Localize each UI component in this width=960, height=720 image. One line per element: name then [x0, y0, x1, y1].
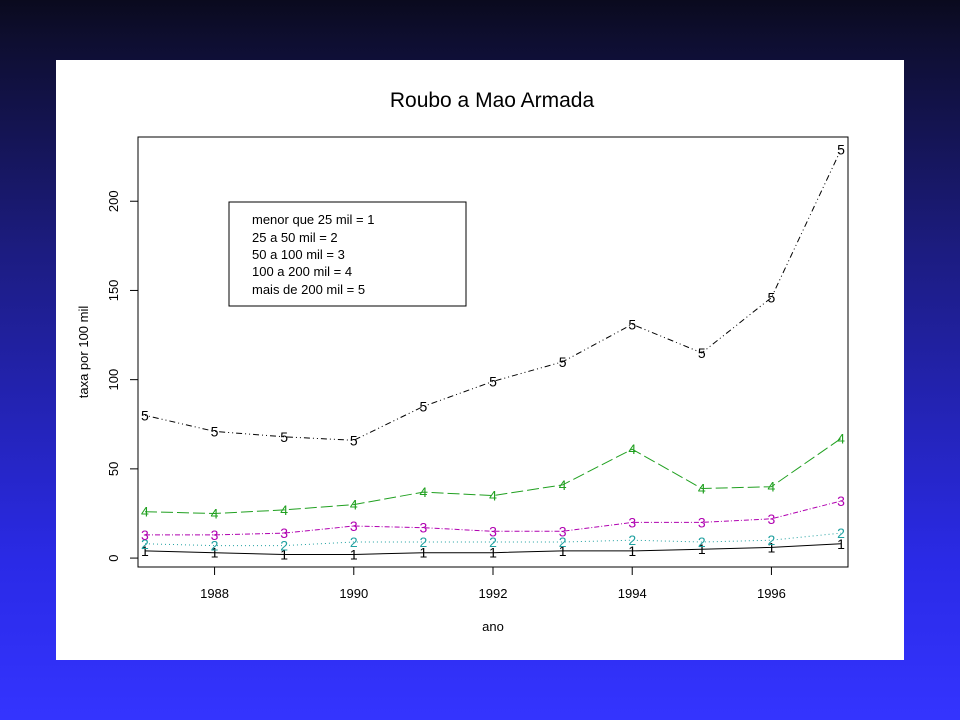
data-point-1: 1 — [211, 545, 219, 561]
data-point-1: 1 — [419, 545, 427, 561]
data-point-5: 5 — [489, 373, 497, 389]
axes: 1988 1990 1992 1994 1996 0 50 100 150 200 — [106, 190, 786, 601]
data-point-2: 2 — [350, 534, 358, 550]
data-point-3: 3 — [837, 493, 845, 509]
data-point-2: 2 — [837, 525, 845, 541]
data-point-4: 4 — [628, 441, 636, 457]
data-point-2: 2 — [559, 534, 567, 550]
data-point-4: 4 — [698, 480, 706, 496]
data-point-2: 2 — [141, 536, 149, 552]
data-point-5: 5 — [350, 432, 358, 448]
data-point-5: 5 — [837, 141, 845, 157]
series-5: 5 5 5 5 5 5 5 5 5 5 5 — [141, 141, 845, 448]
data-point-1: 1 — [141, 543, 149, 559]
legend: menor que 25 mil = 1 25 a 50 mil = 2 50 … — [228, 201, 467, 307]
x-tick-label: 1996 — [757, 586, 786, 601]
data-point-3: 3 — [698, 514, 706, 530]
series-3: 3 3 3 3 3 3 3 3 3 3 3 — [141, 493, 845, 543]
data-point-2: 2 — [211, 538, 219, 554]
legend-item-2: 25 a 50 mil = 2 — [252, 230, 338, 245]
data-point-4: 4 — [280, 502, 288, 518]
series-4: 4 4 4 4 4 4 4 4 4 4 4 — [141, 431, 845, 522]
data-point-1: 1 — [768, 539, 776, 555]
data-point-3: 3 — [419, 520, 427, 536]
data-point-3: 3 — [559, 523, 567, 539]
x-axis-title: ano — [482, 619, 504, 634]
y-tick-label: 150 — [106, 280, 121, 302]
data-point-5: 5 — [280, 429, 288, 445]
series-group: 1 1 1 1 1 1 1 1 1 1 12 2 2 2 2 2 2 2 2 2 23 3 3 3 3 3 33 3 334 4 4 44 44… — [141, 141, 845, 562]
x-tick-label: 1988 — [200, 586, 229, 601]
data-point-1: 1 — [350, 547, 358, 563]
data-point-2: 2 — [628, 532, 636, 548]
data-point-1: 1 — [698, 541, 706, 557]
data-point-1: 1 — [837, 536, 845, 552]
data-point-5: 5 — [698, 345, 706, 361]
data-point-4: 4 — [768, 479, 776, 495]
series-line-1 — [144, 543, 842, 555]
data-point-1: 1 — [628, 543, 636, 559]
data-point-1: 1 — [280, 547, 288, 563]
data-point-4: 4 — [419, 484, 427, 500]
series-1: 1 1 1 1 1 1 1 1 1 1 1 — [141, 536, 845, 563]
chart-panel — [56, 60, 904, 660]
x-tick-label: 1992 — [479, 586, 508, 601]
data-point-4: 4 — [141, 504, 149, 520]
data-point-4: 4 — [350, 497, 358, 513]
chart-title: Roubo a Mao Armada — [390, 89, 595, 112]
data-point-3: 3 — [768, 511, 776, 527]
series-line-4 — [144, 438, 842, 515]
data-point-4: 4 — [211, 505, 219, 521]
data-point-5: 5 — [628, 316, 636, 332]
data-point-3: 3 — [280, 525, 288, 541]
x-tick-label: 1994 — [618, 586, 647, 601]
data-point-3: 3 — [211, 527, 219, 543]
data-point-2: 2 — [768, 532, 776, 548]
data-point-1: 1 — [559, 543, 567, 559]
data-point-2: 2 — [280, 538, 288, 554]
data-point-2: 2 — [489, 534, 497, 550]
data-point-5: 5 — [141, 407, 149, 423]
data-point-3: 3 — [350, 518, 358, 534]
data-point-3: 3 — [489, 523, 497, 539]
y-axis-title: taxa por 100 mil — [76, 306, 91, 399]
y-tick-label: 100 — [106, 369, 121, 391]
legend-item-3: 50 a 100 mil = 3 — [252, 247, 345, 262]
series-line-3 — [145, 500, 842, 536]
data-point-5: 5 — [559, 354, 567, 370]
y-tick-label: 50 — [106, 462, 121, 476]
legend-item-4: 100 a 200 mil = 4 — [252, 264, 352, 279]
data-point-5: 5 — [419, 398, 427, 414]
data-point-3: 3 — [628, 514, 636, 530]
data-point-4: 4 — [489, 488, 497, 504]
data-point-4: 4 — [559, 477, 567, 493]
data-point-3: 3 — [141, 527, 149, 543]
y-tick-label: 0 — [106, 554, 121, 561]
data-point-5: 5 — [768, 290, 776, 306]
series-2: 2 2 2 2 2 2 2 2 2 2 2 — [141, 525, 845, 553]
legend-item-1: menor que 25 mil = 1 — [252, 212, 374, 227]
data-point-4: 4 — [837, 431, 845, 447]
data-point-1: 1 — [489, 545, 497, 561]
y-tick-label: 200 — [106, 190, 121, 212]
x-tick-label: 1990 — [339, 586, 368, 601]
legend-box — [228, 201, 467, 307]
data-point-5: 5 — [211, 423, 219, 439]
legend-item-5: mais de 200 mil = 5 — [252, 282, 365, 297]
data-point-2: 2 — [419, 534, 427, 550]
data-point-2: 2 — [698, 534, 706, 550]
series-line-2 — [144, 532, 842, 547]
